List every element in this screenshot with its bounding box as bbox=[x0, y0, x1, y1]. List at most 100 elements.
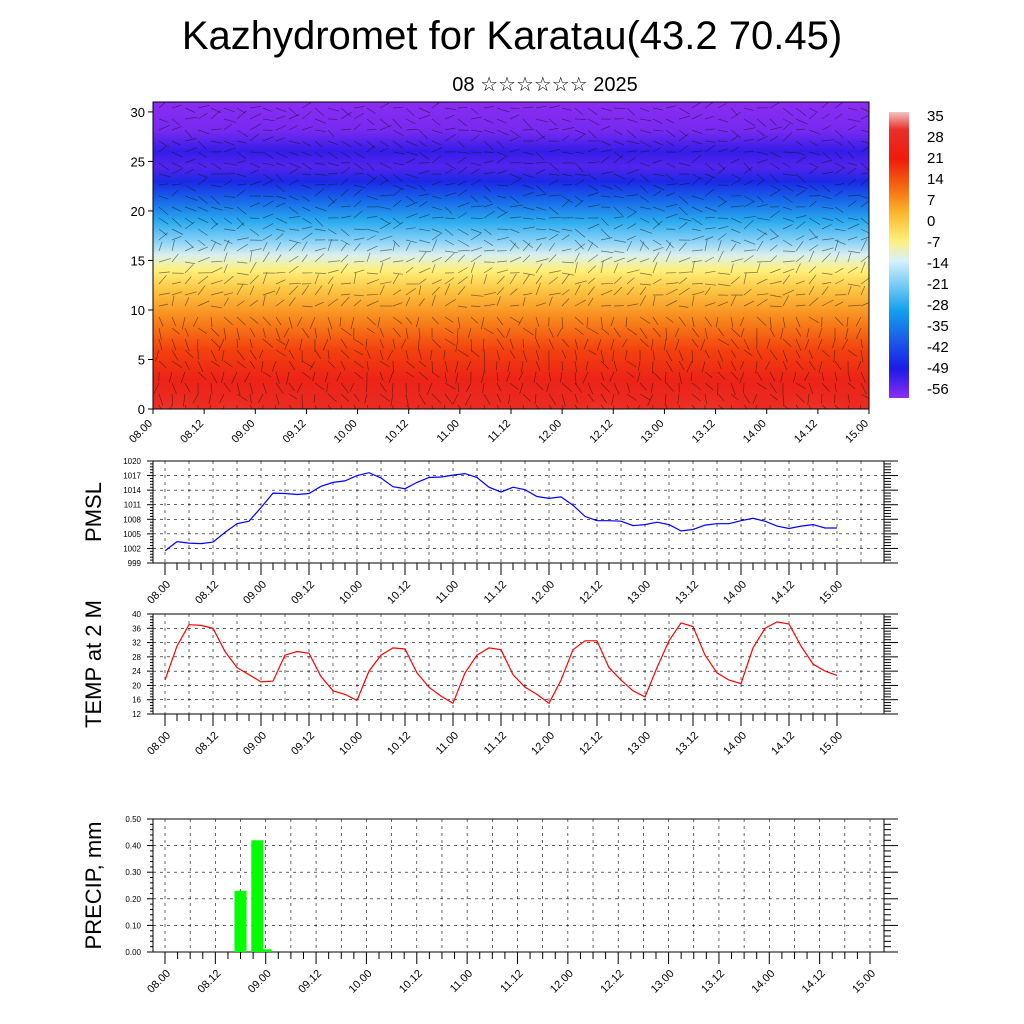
wind-vector bbox=[663, 338, 667, 351]
wind-vector bbox=[158, 404, 162, 409]
wind-vector bbox=[509, 338, 514, 349]
wind-vector bbox=[509, 288, 518, 296]
wind-vector bbox=[834, 113, 843, 120]
wind-vector bbox=[431, 228, 441, 233]
wind-vector bbox=[418, 251, 427, 263]
wind-vector bbox=[275, 327, 281, 341]
wind-vector bbox=[158, 292, 171, 296]
wind-vector bbox=[210, 291, 224, 296]
wind-vector bbox=[795, 280, 805, 285]
colorbar-label: 14 bbox=[927, 171, 944, 188]
wind-vector bbox=[717, 360, 722, 370]
wind-vector bbox=[444, 277, 455, 285]
wind-vector bbox=[756, 261, 770, 263]
wind-vector bbox=[444, 316, 454, 323]
wind-vector bbox=[730, 393, 739, 401]
wind-vector bbox=[221, 371, 225, 383]
wind-vector bbox=[314, 301, 324, 307]
y-tick-label: 5 bbox=[138, 352, 145, 367]
wind-vector bbox=[314, 107, 325, 117]
wind-vector bbox=[184, 349, 194, 359]
x-tick-label: 14.12 bbox=[792, 418, 820, 446]
wind-vector bbox=[613, 173, 626, 180]
wind-vector bbox=[366, 316, 376, 326]
wind-vector bbox=[847, 304, 861, 307]
wind-vector bbox=[855, 316, 862, 327]
wind-vector bbox=[197, 285, 206, 296]
wind-vector bbox=[626, 257, 637, 263]
wind-vector bbox=[574, 195, 583, 202]
wind-vector bbox=[470, 116, 483, 120]
colorbar-label: 7 bbox=[927, 192, 935, 209]
wind-vector bbox=[470, 205, 484, 208]
wind-vector bbox=[275, 349, 286, 357]
wind-vector bbox=[171, 104, 182, 109]
wind-vector bbox=[678, 107, 690, 115]
wind-vector bbox=[392, 241, 396, 252]
wind-vector bbox=[210, 140, 223, 144]
heatmap-field bbox=[153, 102, 869, 409]
wind-vector bbox=[288, 228, 300, 231]
wind-vector bbox=[197, 129, 210, 135]
wind-vector bbox=[236, 283, 244, 296]
wind-vector bbox=[847, 349, 858, 357]
wind-vector bbox=[508, 393, 511, 404]
colorbar-label: -42 bbox=[927, 339, 949, 356]
x-tick-label: 09.12 bbox=[281, 418, 309, 446]
wind-vector bbox=[470, 349, 480, 358]
wind-vector bbox=[301, 327, 310, 339]
wind-vector bbox=[574, 173, 588, 176]
wind-vector bbox=[548, 276, 559, 285]
wind-vector bbox=[288, 206, 299, 215]
wind-vector bbox=[262, 241, 268, 252]
wind-vector bbox=[585, 360, 589, 371]
wind-vector bbox=[834, 162, 846, 169]
wind-vector bbox=[639, 382, 647, 391]
wind-vector bbox=[522, 173, 535, 179]
wind-vector bbox=[158, 140, 169, 148]
wind-vector bbox=[236, 237, 249, 241]
wind-vector bbox=[470, 294, 484, 297]
wind-vector bbox=[626, 303, 639, 307]
wind-vector bbox=[158, 206, 169, 216]
x-tick-label: 14.00 bbox=[721, 579, 749, 607]
wind-vector bbox=[470, 162, 482, 166]
wind-vector bbox=[691, 228, 701, 232]
wind-vector bbox=[223, 275, 234, 285]
x-tick-label: 15.00 bbox=[817, 730, 845, 758]
wind-vector bbox=[392, 239, 400, 248]
wind-vector bbox=[522, 217, 534, 220]
wind-vector bbox=[743, 300, 755, 307]
wind-vector bbox=[405, 316, 413, 325]
wind-vector bbox=[210, 128, 222, 131]
wind-vector bbox=[171, 338, 177, 351]
wind-vector bbox=[808, 107, 819, 113]
wind-vector bbox=[457, 189, 468, 197]
wind-vector bbox=[379, 285, 385, 296]
wind-vector bbox=[249, 123, 262, 131]
wind-vector bbox=[314, 162, 325, 165]
wind-vector bbox=[171, 316, 177, 326]
wind-vector bbox=[561, 135, 570, 142]
wind-vector bbox=[340, 242, 348, 252]
wind-vector bbox=[418, 278, 427, 285]
wind-vector bbox=[249, 275, 259, 285]
wind-vector bbox=[860, 114, 869, 120]
wind-vector bbox=[534, 393, 537, 405]
wind-vector bbox=[171, 118, 181, 126]
wind-vector bbox=[847, 250, 861, 254]
wind-vector bbox=[171, 349, 179, 361]
wind-vector bbox=[600, 327, 610, 335]
wind-vector bbox=[336, 371, 342, 382]
wind-vector bbox=[535, 316, 540, 327]
wind-vector bbox=[769, 126, 783, 131]
wind-vector bbox=[301, 305, 313, 308]
x-tick-label: 12.12 bbox=[577, 730, 605, 758]
wind-vector bbox=[756, 228, 768, 236]
wind-vector bbox=[288, 239, 301, 244]
wind-vector bbox=[834, 316, 844, 326]
wind-vector bbox=[405, 266, 414, 274]
wind-vector bbox=[444, 182, 456, 186]
wind-vector bbox=[704, 302, 716, 307]
wind-vector bbox=[457, 276, 468, 285]
